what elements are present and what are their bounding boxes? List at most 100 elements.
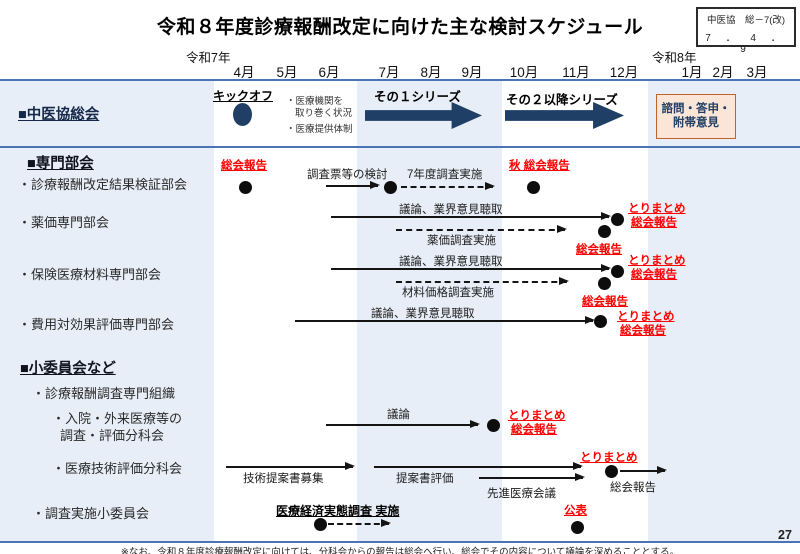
month-label: 12月: [609, 65, 639, 80]
dashed-arrow: [396, 225, 567, 233]
era-label-reiwa7: 令和7年: [186, 51, 231, 65]
solid-arrow: [331, 264, 611, 272]
section-heading-shoiinkai: ■小委員会など: [20, 361, 116, 377]
dashed-arrow: [396, 277, 569, 285]
zairyo-report-top-label: 総会報告: [631, 269, 677, 281]
month-label: 3月: [746, 65, 768, 80]
row-label-kensho: ・診療報酬改定結果検証部会: [18, 177, 188, 192]
kensho-report1-label: 総会報告: [221, 160, 267, 172]
row-label-jisshi: ・調査実施小委員会: [32, 506, 150, 521]
milestone-dot: [611, 213, 624, 226]
month-label: 8月: [420, 65, 442, 80]
month-label: 5月: [276, 65, 298, 80]
doc-ref-box: 中医協 総－7(改) 7 ． 4 ． 9: [696, 7, 796, 55]
zairyo-discussion-label: 議論、業界意見聴取: [399, 256, 503, 268]
yakka-survey-label: 薬価調査実施: [427, 235, 496, 247]
gijutsu-report-label: 総会報告: [610, 482, 656, 494]
shimon-box-line1: 諮問・答申・: [661, 103, 731, 115]
solid-arrow: [295, 316, 595, 324]
hiyo-discussion-label: 議論、業界意見聴取: [371, 308, 475, 320]
milestone-dot: [605, 465, 618, 478]
chuikyo-bullet-1: ・医療機関を: [286, 96, 344, 107]
solid-arrow: [479, 473, 585, 481]
solid-arrow: [226, 462, 355, 470]
doc-ref-number: 中医協 総－7(改): [706, 15, 786, 26]
series2-label: その２以降シリーズ: [506, 93, 618, 107]
zairyo-matome-label: とりまとめ: [628, 255, 686, 267]
page-title: 令和８年度診療報酬改定に向けた主な検討スケジュール: [156, 17, 644, 38]
kickoff-dot: [233, 103, 252, 126]
yakka-discussion-label: 議論、業界意見聴取: [399, 204, 503, 216]
chuikyo-divider-line: [0, 146, 800, 148]
row-label-gijutsu: ・医療技術評価分科会: [52, 461, 183, 476]
section-heading-senmon: ■専門部会: [27, 156, 94, 172]
section-heading-chuikyo: ■中医協総会: [18, 107, 100, 123]
milestone-dot: [487, 419, 500, 432]
gijutsu-hyoka-label: 提案書評価: [396, 473, 454, 485]
nyuin-report-label: 総会報告: [511, 424, 557, 436]
milestone-dot: [598, 225, 611, 238]
band-label-column: [0, 81, 214, 542]
chuikyo-bullet-2: 取り巻く状況: [295, 108, 353, 119]
kensho-survey-label: 7年度調査実施: [407, 169, 483, 181]
hiyo-matome-label: とりまとめ: [617, 311, 675, 323]
row-label-nyuin-line1: ・入院・外来医療等の: [52, 411, 183, 426]
era-label-reiwa8: 令和8年: [652, 51, 697, 65]
row-label-yakka: ・薬価専門部会: [18, 215, 110, 230]
solid-arrow: [620, 466, 667, 474]
yakka-report-top-label: 総会報告: [631, 217, 677, 229]
zairyo-report-bottom-label: 総会報告: [582, 296, 628, 308]
milestone-dot: [239, 181, 252, 194]
chuikyo-bullet-3: ・医療提供体制: [286, 124, 353, 135]
yakka-matome-label: とりまとめ: [628, 203, 686, 215]
row-label-zairyo: ・保険医療材料専門部会: [18, 267, 162, 282]
gijutsu-boshu-label: 技術提案書募集: [243, 473, 324, 485]
bottom-divider-line: [0, 541, 800, 543]
milestone-dot: [594, 315, 607, 328]
hiyo-report-label: 総会報告: [620, 325, 666, 337]
dashed-arrow: [328, 519, 391, 527]
page-number: 27: [778, 528, 792, 542]
yakka-report-bottom-label: 総会報告: [576, 244, 622, 256]
gijutsu-matome-label: とりまとめ: [580, 452, 638, 464]
kensho-report2-label: 秋 総会報告: [509, 160, 570, 172]
jisshi-survey-label: 医療経済実態調査 実施: [276, 504, 400, 518]
month-label: 2月: [712, 65, 734, 80]
row-label-nyuin-line2: 調査・評価分科会: [60, 428, 165, 443]
row-label-hiyo: ・費用対効果評価専門部会: [18, 317, 175, 332]
band-q2: [357, 81, 502, 542]
zairyo-survey-label: 材料価格調査実施: [402, 287, 494, 299]
kensho-study-label: 調査票等の検討: [307, 169, 388, 181]
jisshi-kohyo-label: 公表: [564, 505, 587, 517]
milestone-dot: [384, 181, 397, 194]
month-label: 11月: [562, 65, 590, 80]
solid-arrow: [326, 181, 380, 189]
month-label: 6月: [318, 65, 340, 80]
band-q4: [648, 81, 800, 542]
month-label: 10月: [509, 65, 539, 80]
shimon-box-line2: 附帯意見: [673, 117, 719, 129]
month-label: 1月: [681, 65, 703, 80]
header-divider-line: [0, 79, 800, 81]
doc-ref-date: 7 ． 4 ． 9: [705, 33, 787, 55]
milestone-dot: [598, 277, 611, 290]
month-label: 7月: [378, 65, 400, 80]
milestone-dot: [314, 518, 327, 531]
milestone-dot: [611, 265, 624, 278]
solid-arrow: [331, 212, 611, 220]
gijutsu-senshin-label: 先進医療会議: [487, 488, 556, 500]
solid-arrow: [326, 420, 480, 428]
footnote: ※なお、令和８年度診療報酬改定に向けては、分科会からの報告は総会へ行い、総会でそ…: [120, 547, 680, 554]
month-label: 9月: [461, 65, 483, 80]
nyuin-matome-label: とりまとめ: [508, 410, 566, 422]
kickoff-label: キックオフ: [213, 89, 274, 103]
shimon-toshin-box: 諮問・答申・ 附帯意見: [656, 94, 736, 139]
nyuin-discussion-label: 議論: [387, 409, 410, 421]
month-label: 4月: [233, 65, 255, 80]
series1-label: その１シリーズ: [374, 90, 461, 104]
solid-arrow: [374, 462, 583, 470]
milestone-dot: [527, 181, 540, 194]
dashed-arrow: [401, 182, 495, 190]
milestone-dot: [571, 521, 584, 534]
